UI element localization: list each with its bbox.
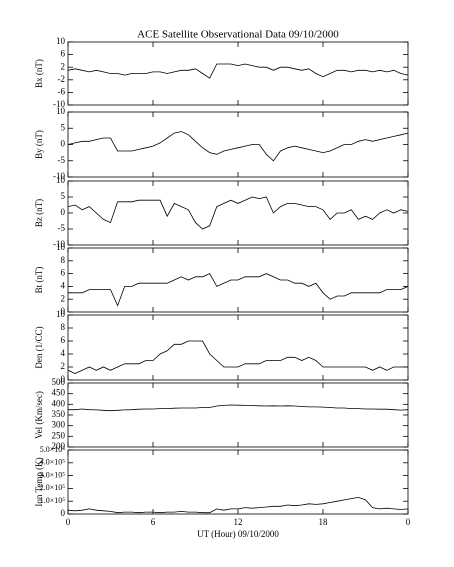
y-tick-label: 6 — [61, 49, 66, 59]
y-tick-label: -5 — [58, 155, 66, 165]
y-tick-label: -6 — [58, 86, 66, 96]
data-line — [67, 340, 408, 374]
x-tick-label: 6 — [151, 517, 156, 527]
y-tick-label: 0 — [61, 374, 66, 384]
data-line — [68, 404, 409, 412]
panel-frame — [67, 314, 409, 381]
y-axis-label: Vel (Km/sec) — [34, 391, 44, 439]
y-tick-label: 0 — [61, 207, 66, 217]
y-tick-label: 450 — [52, 388, 66, 398]
y-tick-label: 10 — [56, 36, 66, 46]
y-axis-label: By (nT) — [34, 130, 44, 159]
y-tick-label: -10 — [53, 99, 65, 109]
panel-frame — [67, 382, 409, 448]
y-tick-label: 5 — [61, 191, 66, 201]
data-line — [67, 496, 409, 514]
y-tick-label: 300 — [52, 420, 66, 430]
y-tick-label: 200 — [52, 441, 66, 451]
y-tick-label: 400 — [52, 398, 66, 408]
panel-frame — [67, 180, 409, 246]
y-tick-label: 2 — [61, 293, 66, 303]
x-tick-label: 18 — [319, 517, 329, 527]
y-tick-label: 5.0×10⁵ — [40, 445, 66, 454]
y-axis-label: Den (1/CC) — [34, 326, 44, 368]
y-axis-label: Ion Temp (K) — [34, 457, 44, 506]
panel-frame — [67, 111, 409, 178]
data-line — [67, 196, 409, 230]
y-tick-label: 10 — [56, 106, 66, 116]
y-tick-label: -5 — [58, 223, 66, 233]
y-axis-label: Bt (nT) — [34, 267, 44, 294]
y-tick-label: 5 — [61, 122, 66, 132]
y-tick-label: 10 — [56, 175, 66, 185]
y-axis-label: Bx (nT) — [34, 59, 44, 88]
y-tick-label: 2.0×10⁵ — [40, 483, 66, 492]
y-tick-label: 8 — [61, 322, 66, 332]
data-line — [67, 131, 409, 162]
panel-frame — [67, 449, 409, 515]
y-tick-label: 4 — [61, 280, 66, 290]
y-tick-label: 10 — [56, 309, 66, 319]
y-tick-label: 2 — [61, 61, 66, 71]
y-tick-label: 250 — [52, 430, 66, 440]
y-tick-label: 10 — [56, 242, 66, 252]
chart-title: ACE Satellite Observational Data 09/10/2… — [137, 29, 339, 41]
y-tick-label: -2 — [58, 74, 66, 84]
y-tick-label: -10 — [53, 171, 65, 181]
y-tick-label: 6 — [61, 335, 66, 345]
data-line — [67, 63, 409, 79]
x-axis-label: UT (Hour) 09/10/2000 — [197, 529, 279, 539]
y-tick-label: 8 — [61, 255, 66, 265]
y-tick-label: 6 — [61, 268, 66, 278]
y-tick-label: 4.0×10⁵ — [40, 458, 66, 467]
y-tick-label: 350 — [52, 409, 66, 419]
y-tick-label: 0 — [61, 306, 66, 316]
data-line — [68, 273, 409, 307]
x-tick-label: 12 — [234, 517, 243, 527]
y-tick-label: 2 — [61, 361, 66, 371]
y-tick-label: 0 — [61, 508, 66, 518]
x-tick-label: 0 — [66, 517, 71, 527]
y-tick-label: -10 — [53, 239, 65, 249]
y-tick-label: 1.0×10⁵ — [40, 496, 66, 505]
y-tick-label: 500 — [52, 377, 66, 387]
y-tick-label: 3.0×10⁵ — [40, 470, 66, 479]
y-axis-label: Bz (nT) — [34, 199, 44, 227]
y-tick-label: 4 — [61, 348, 66, 358]
x-tick-label: 0 — [406, 517, 411, 527]
y-tick-label: 0 — [61, 139, 66, 149]
